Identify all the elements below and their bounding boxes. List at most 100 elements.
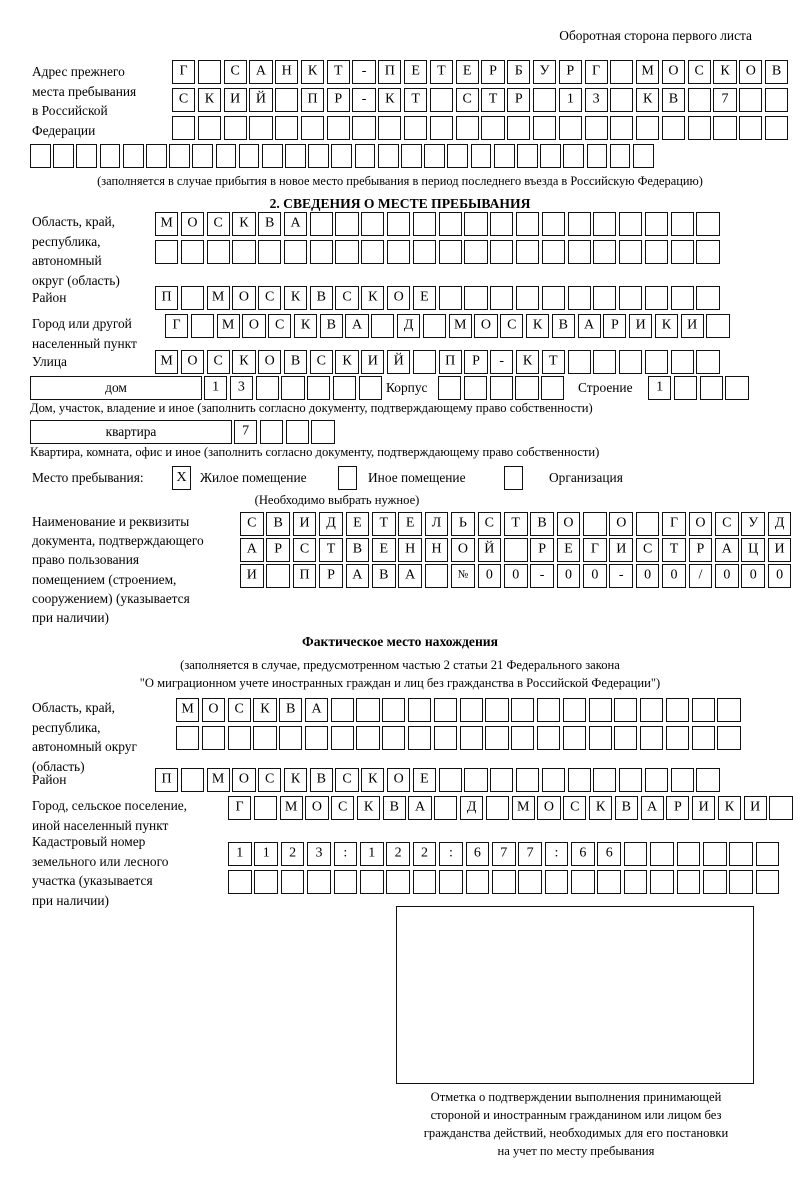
char-cell[interactable]: 2 bbox=[280, 842, 305, 866]
char-cell[interactable] bbox=[490, 286, 514, 310]
char-cell[interactable]: С bbox=[563, 796, 587, 820]
char-cell[interactable]: С bbox=[477, 512, 502, 536]
char-cell[interactable] bbox=[593, 768, 617, 792]
char-cell[interactable] bbox=[330, 726, 354, 750]
char-cell[interactable]: К bbox=[283, 768, 308, 792]
char-cell[interactable]: Т bbox=[326, 60, 350, 84]
char-cell[interactable] bbox=[571, 870, 595, 894]
char-cell[interactable] bbox=[335, 212, 359, 236]
char-cell[interactable]: 3 bbox=[229, 376, 253, 400]
char-cell[interactable]: А bbox=[283, 212, 308, 236]
char-cell[interactable] bbox=[515, 376, 539, 400]
char-cell[interactable]: Г bbox=[165, 314, 189, 338]
char-cell[interactable] bbox=[253, 726, 277, 750]
char-cell[interactable]: Г bbox=[583, 538, 607, 562]
stay-checkbox-residential[interactable]: X bbox=[172, 466, 191, 490]
char-cell[interactable]: Т bbox=[404, 88, 428, 112]
char-cell[interactable] bbox=[459, 726, 483, 750]
char-cell[interactable] bbox=[619, 286, 643, 310]
char-cell[interactable]: Р bbox=[530, 538, 554, 562]
char-cell[interactable] bbox=[706, 314, 730, 338]
char-cell[interactable]: П bbox=[155, 768, 179, 792]
char-cell[interactable]: С bbox=[227, 698, 251, 722]
char-cell[interactable]: К bbox=[654, 314, 679, 338]
char-cell[interactable]: С bbox=[258, 286, 282, 310]
char-cell[interactable] bbox=[249, 116, 273, 140]
char-cell[interactable]: К bbox=[525, 314, 550, 338]
char-cell[interactable]: 0 bbox=[556, 564, 581, 588]
char-cell[interactable]: А bbox=[240, 538, 264, 562]
char-cell[interactable] bbox=[588, 726, 612, 750]
char-cell[interactable]: И bbox=[223, 88, 247, 112]
char-cell[interactable] bbox=[424, 564, 449, 588]
char-cell[interactable]: М bbox=[155, 212, 179, 236]
char-cell[interactable]: Р bbox=[326, 88, 350, 112]
prev-address-row-3[interactable] bbox=[172, 116, 789, 140]
char-cell[interactable]: К bbox=[300, 60, 325, 84]
char-cell[interactable] bbox=[429, 116, 453, 140]
char-cell[interactable] bbox=[644, 212, 669, 236]
char-cell[interactable]: В bbox=[309, 286, 333, 310]
char-cell[interactable] bbox=[755, 842, 780, 866]
char-cell[interactable]: О bbox=[609, 512, 634, 536]
char-cell[interactable] bbox=[155, 240, 179, 264]
char-cell[interactable]: 2 bbox=[386, 842, 410, 866]
char-cell[interactable] bbox=[567, 768, 591, 792]
char-cell[interactable]: Л bbox=[424, 512, 449, 536]
char-cell[interactable]: С bbox=[335, 286, 359, 310]
char-cell[interactable]: В bbox=[661, 88, 686, 112]
char-cell[interactable]: С bbox=[172, 88, 196, 112]
char-cell[interactable] bbox=[670, 768, 694, 792]
char-cell[interactable]: М bbox=[448, 314, 472, 338]
char-cell[interactable]: Р bbox=[266, 538, 290, 562]
char-cell[interactable] bbox=[515, 212, 540, 236]
char-cell[interactable] bbox=[676, 842, 701, 866]
char-cell[interactable] bbox=[433, 698, 457, 722]
char-cell[interactable] bbox=[422, 314, 446, 338]
prev-address-row-4[interactable] bbox=[30, 144, 654, 168]
char-cell[interactable] bbox=[729, 842, 754, 866]
char-cell[interactable] bbox=[283, 240, 308, 264]
char-cell[interactable] bbox=[640, 726, 664, 750]
char-cell[interactable]: П bbox=[378, 60, 402, 84]
char-cell[interactable]: В bbox=[530, 512, 554, 536]
char-cell[interactable] bbox=[433, 726, 457, 750]
char-cell[interactable]: И bbox=[692, 796, 716, 820]
char-cell[interactable] bbox=[285, 144, 306, 168]
char-cell[interactable] bbox=[238, 144, 260, 168]
char-cell[interactable] bbox=[172, 116, 196, 140]
char-cell[interactable]: 6 bbox=[597, 842, 622, 866]
char-cell[interactable] bbox=[352, 116, 376, 140]
char-cell[interactable] bbox=[764, 88, 789, 112]
char-cell[interactable] bbox=[232, 240, 256, 264]
char-cell[interactable] bbox=[610, 60, 634, 84]
char-cell[interactable]: В bbox=[283, 350, 308, 374]
char-cell[interactable] bbox=[515, 240, 540, 264]
char-cell[interactable] bbox=[541, 240, 565, 264]
char-cell[interactable] bbox=[670, 286, 694, 310]
char-cell[interactable] bbox=[518, 870, 542, 894]
char-cell[interactable]: В bbox=[309, 768, 333, 792]
char-cell[interactable] bbox=[434, 796, 458, 820]
char-cell[interactable] bbox=[541, 212, 565, 236]
char-cell[interactable]: М bbox=[155, 350, 179, 374]
char-cell[interactable] bbox=[465, 870, 490, 894]
char-cell[interactable]: С bbox=[309, 350, 333, 374]
char-cell[interactable]: О bbox=[242, 314, 266, 338]
char-cell[interactable] bbox=[206, 240, 230, 264]
char-cell[interactable] bbox=[511, 726, 535, 750]
char-cell[interactable]: Т bbox=[319, 538, 343, 562]
char-cell[interactable] bbox=[717, 726, 741, 750]
char-cell[interactable] bbox=[696, 212, 720, 236]
char-cell[interactable]: Й bbox=[387, 350, 411, 374]
char-cell[interactable]: М bbox=[216, 314, 240, 338]
char-cell[interactable] bbox=[532, 88, 557, 112]
char-cell[interactable] bbox=[691, 726, 715, 750]
char-cell[interactable]: 1 bbox=[228, 842, 252, 866]
char-cell[interactable]: В bbox=[371, 564, 396, 588]
char-cell[interactable] bbox=[696, 240, 720, 264]
stay-checkbox-organization[interactable] bbox=[504, 466, 523, 490]
char-cell[interactable]: О bbox=[688, 512, 713, 536]
char-cell[interactable] bbox=[387, 212, 411, 236]
